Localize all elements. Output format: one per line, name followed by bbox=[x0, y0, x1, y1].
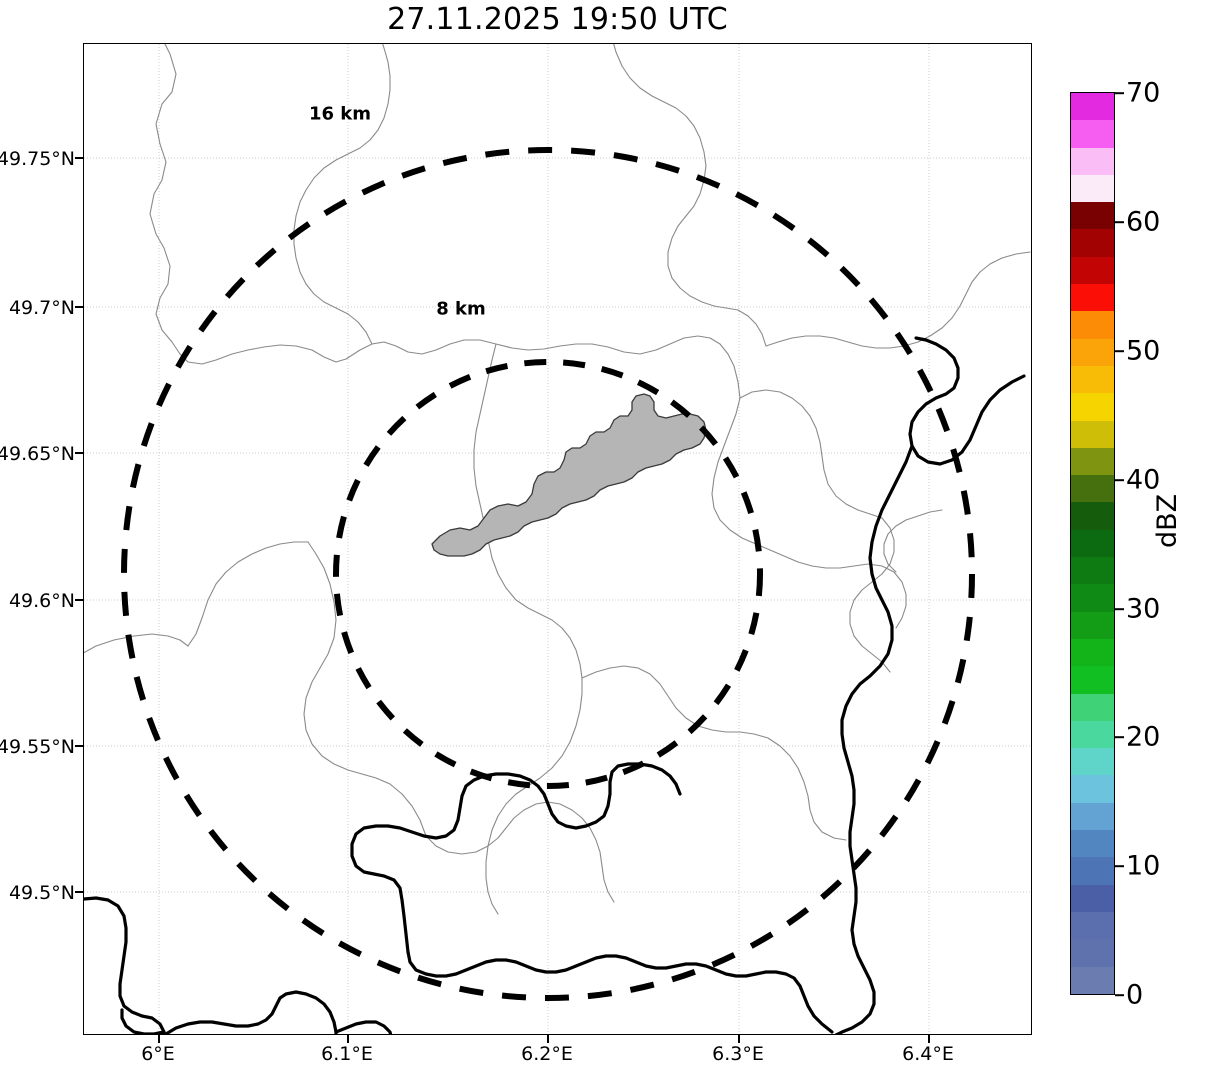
lat-tickmark-49.65 bbox=[75, 452, 83, 454]
colorbar-band-23 bbox=[1071, 338, 1114, 366]
cbar-tick-label-50: 50 bbox=[1126, 335, 1161, 367]
lon-tick-label-6.1: 6.1°E bbox=[321, 1043, 373, 1065]
colorbar-band-8 bbox=[1071, 748, 1114, 776]
colorbar-band-28 bbox=[1071, 202, 1114, 230]
colorbar-band-14 bbox=[1071, 584, 1114, 612]
lon-tickmark-6.1 bbox=[347, 1035, 349, 1043]
cbar-tick-label-10: 10 bbox=[1126, 850, 1161, 882]
colorbar-band-16 bbox=[1071, 529, 1114, 558]
map-gridlines bbox=[84, 44, 1031, 1034]
lon-tickmark-6.0 bbox=[158, 1035, 160, 1043]
lat-tick-label-49.6: 49.6°N bbox=[8, 590, 75, 612]
lon-tickmark-6.4 bbox=[928, 1035, 930, 1043]
lon-tick-label-6.4: 6.4°E bbox=[902, 1043, 954, 1065]
cbar-tickmark-70 bbox=[1115, 92, 1124, 94]
lat-tickmark-49.7 bbox=[75, 306, 83, 308]
map-plot-area[interactable]: 16 km 8 km bbox=[83, 43, 1032, 1035]
colorbar-band-6 bbox=[1071, 802, 1114, 831]
colorbar-band-13 bbox=[1071, 611, 1114, 639]
lat-tick-label-49.55: 49.55°N bbox=[0, 736, 75, 758]
city-polygon-layer bbox=[431, 393, 707, 557]
range-ring-label-8km: 8 km bbox=[436, 298, 486, 320]
cbar-tick-label-60: 60 bbox=[1126, 206, 1161, 238]
colorbar-band-1 bbox=[1071, 939, 1114, 967]
lat-tick-label-49.5: 49.5°N bbox=[8, 882, 75, 904]
colorbar-band-27 bbox=[1071, 229, 1114, 257]
colorbar-band-31 bbox=[1071, 120, 1114, 148]
colorbar-band-2 bbox=[1071, 911, 1114, 940]
colorbar-band-26 bbox=[1071, 256, 1114, 285]
district-border-layer bbox=[84, 44, 1031, 915]
page-title: 27.11.2025 19:50 UTC bbox=[387, 2, 728, 37]
colorbar-band-10 bbox=[1071, 693, 1114, 721]
map-canvas bbox=[84, 44, 1031, 1034]
lon-tick-label-6.2: 6.2°E bbox=[521, 1043, 573, 1065]
cbar-tickmark-10 bbox=[1115, 865, 1124, 867]
colorbar-band-7 bbox=[1071, 775, 1114, 803]
lat-tickmark-49.5 bbox=[75, 891, 83, 893]
lat-tick-label-49.65: 49.65°N bbox=[0, 443, 75, 465]
cbar-tickmark-60 bbox=[1115, 221, 1124, 223]
range-ring-16km bbox=[121, 147, 975, 1001]
cbar-tickmark-30 bbox=[1115, 608, 1124, 610]
colorbar-band-20 bbox=[1071, 420, 1114, 448]
colorbar-band-25 bbox=[1071, 284, 1114, 312]
lon-tickmark-6.3 bbox=[738, 1035, 740, 1043]
colorbar-band-12 bbox=[1071, 638, 1114, 667]
colorbar-band-22 bbox=[1071, 365, 1114, 394]
range-rings-layer bbox=[121, 147, 975, 1001]
colorbar-band-32 bbox=[1071, 93, 1114, 121]
range-ring-label-16km: 16 km bbox=[308, 103, 372, 125]
colorbar-band-0 bbox=[1071, 966, 1114, 994]
colorbar-band-19 bbox=[1071, 447, 1114, 476]
colorbar-band-11 bbox=[1071, 666, 1114, 694]
lat-tickmark-49.55 bbox=[75, 745, 83, 747]
lat-tick-label-49.7: 49.7°N bbox=[8, 297, 75, 319]
lon-tick-label-6.0: 6°E bbox=[141, 1043, 175, 1065]
national-border-layer bbox=[84, 336, 1026, 1034]
cbar-tickmark-40 bbox=[1115, 479, 1124, 481]
colorbar-band-21 bbox=[1071, 393, 1114, 421]
lat-tickmark-49.6 bbox=[75, 599, 83, 601]
colorbar-band-17 bbox=[1071, 502, 1114, 530]
cbar-tickmark-20 bbox=[1115, 736, 1124, 738]
range-ring-8km bbox=[333, 359, 763, 789]
cbar-tick-label-30: 30 bbox=[1126, 593, 1161, 625]
lat-tickmark-49.75 bbox=[75, 157, 83, 159]
colorbar-band-3 bbox=[1071, 884, 1114, 912]
colorbar-band-30 bbox=[1071, 147, 1114, 175]
cbar-tick-label-70: 70 bbox=[1126, 77, 1161, 109]
cbar-tickmark-50 bbox=[1115, 350, 1124, 352]
colorbar-band-18 bbox=[1071, 475, 1114, 503]
lat-tick-label-49.75: 49.75°N bbox=[0, 148, 75, 170]
colorbar-axis-label: dBZ bbox=[1152, 493, 1183, 548]
colorbar-band-5 bbox=[1071, 830, 1114, 858]
colorbar-band-9 bbox=[1071, 720, 1114, 749]
colorbar-band-15 bbox=[1071, 557, 1114, 585]
cbar-tick-label-0: 0 bbox=[1126, 979, 1144, 1011]
colorbar-band-29 bbox=[1071, 174, 1114, 203]
colorbar-band-4 bbox=[1071, 857, 1114, 885]
colorbar-band-24 bbox=[1071, 311, 1114, 339]
lon-tickmark-6.2 bbox=[547, 1035, 549, 1043]
cbar-tick-label-40: 40 bbox=[1126, 464, 1161, 496]
dbz-colorbar[interactable] bbox=[1070, 92, 1115, 995]
cbar-tick-label-20: 20 bbox=[1126, 721, 1161, 753]
lon-tick-label-6.3: 6.3°E bbox=[712, 1043, 764, 1065]
cbar-tickmark-0 bbox=[1115, 994, 1124, 996]
